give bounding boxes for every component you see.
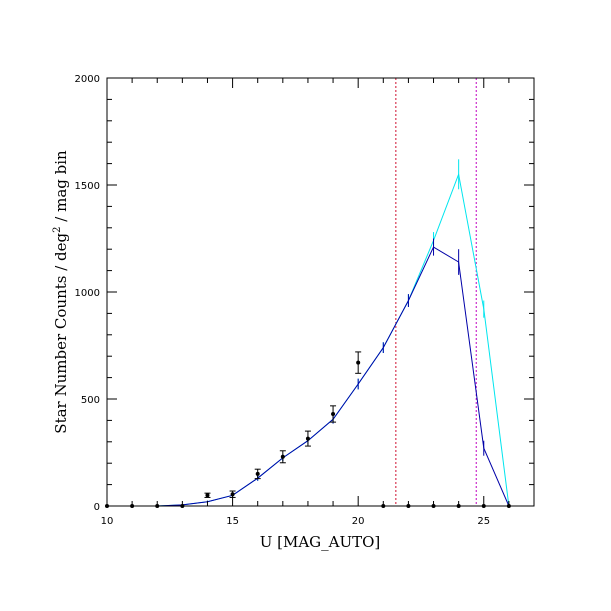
observed-point-8 xyxy=(305,436,310,441)
x-tick-label: 20 xyxy=(352,516,365,527)
y-axis-title-main: Star Number Counts / deg xyxy=(52,232,70,433)
y-tick-label: 500 xyxy=(81,395,100,406)
x-axis-title: U [MAG_AUTO] xyxy=(260,533,381,551)
observed-point-9 xyxy=(331,411,336,416)
model-line-model_cyan xyxy=(157,172,510,507)
observed-point-7 xyxy=(280,454,285,459)
observed-point-4 xyxy=(205,493,210,498)
y-axis-title-superscript: 2 xyxy=(52,226,63,232)
y-tick-label: 1500 xyxy=(75,181,100,192)
x-tick-label: 25 xyxy=(477,516,490,527)
x-tick-label: 10 xyxy=(101,516,114,527)
y-axis-title: Star Number Counts / deg2 / mag bin xyxy=(52,150,70,434)
observed-point-5 xyxy=(230,492,235,497)
y-tick-label: 2000 xyxy=(75,74,100,85)
model-line-model_blue xyxy=(157,246,510,507)
y-tick-label: 0 xyxy=(94,502,100,513)
axes-group: 10 15 20 25 0 500 1000 1500 2000 xyxy=(75,74,535,527)
observed-point-10 xyxy=(356,360,361,365)
y-tick-label: 1000 xyxy=(75,288,100,299)
plot-frame xyxy=(106,77,535,507)
y-axis-title-tail: / mag bin xyxy=(52,150,70,227)
plot-marks xyxy=(105,78,511,508)
observed-point-6 xyxy=(255,471,260,476)
x-tick-label: 15 xyxy=(226,516,239,527)
